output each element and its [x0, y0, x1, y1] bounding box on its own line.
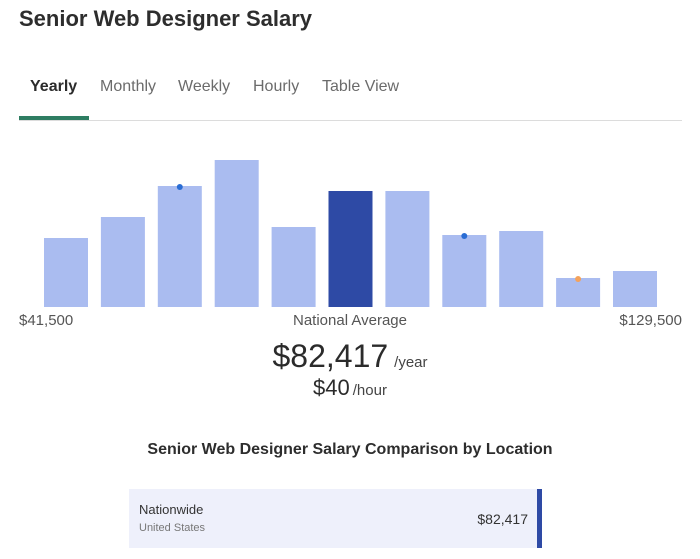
- histogram-bar-10[interactable]: [556, 278, 601, 307]
- active-tab-indicator: [19, 116, 89, 120]
- yearly-salary: $82,417/year: [0, 338, 700, 375]
- yearly-salary-unit: /year: [394, 354, 428, 371]
- location-name: Nationwide: [139, 502, 204, 517]
- histogram-bar-6[interactable]: [328, 191, 373, 307]
- tab-table-view[interactable]: Table View: [322, 78, 400, 95]
- location-row-nationwide[interactable]: Nationwide United States $82,417: [129, 489, 542, 548]
- hourly-salary-value: $40: [313, 375, 350, 400]
- hourly-salary-unit: /hour: [352, 382, 387, 399]
- x-max-label: $129,500: [619, 312, 682, 329]
- histogram-bar-5[interactable]: [271, 227, 316, 307]
- histogram-bar-8[interactable]: [442, 235, 487, 307]
- location-country: United States: [139, 522, 206, 534]
- x-min-label: $41,500: [19, 312, 74, 329]
- location-bar: [537, 489, 542, 548]
- comparison-title: Senior Web Designer Salary Comparison by…: [147, 441, 553, 458]
- yearly-salary-value: $82,417: [272, 338, 389, 374]
- bar-marker-8: [461, 233, 468, 239]
- page-title: Senior Web Designer Salary: [19, 6, 313, 31]
- histogram-bar-3[interactable]: [157, 186, 202, 307]
- tab-hourly[interactable]: Hourly: [253, 78, 300, 95]
- histogram-bar-2[interactable]: [100, 217, 145, 307]
- histogram-bar-11[interactable]: [613, 271, 657, 307]
- hourly-salary: $40/hour: [0, 375, 700, 401]
- tab-monthly[interactable]: Monthly: [100, 78, 157, 95]
- histogram-bar-4[interactable]: [214, 160, 259, 307]
- histogram-bar-9[interactable]: [499, 231, 544, 307]
- bar-marker-3: [176, 184, 183, 190]
- tab-yearly[interactable]: Yearly: [30, 78, 78, 95]
- x-mid-label: National Average: [293, 312, 407, 329]
- location-salary: $82,417: [477, 511, 528, 527]
- tab-weekly[interactable]: Weekly: [178, 78, 231, 95]
- histogram-bar-7[interactable]: [385, 191, 430, 307]
- salary-period-tabs: Yearly Monthly Weekly Hourly Table View: [19, 68, 682, 121]
- salary-distribution-chart: [44, 160, 657, 307]
- histogram-bar-1[interactable]: [44, 238, 88, 307]
- bar-marker-10: [575, 276, 582, 282]
